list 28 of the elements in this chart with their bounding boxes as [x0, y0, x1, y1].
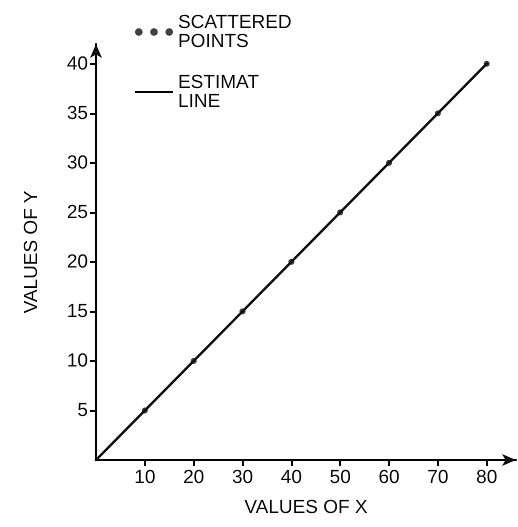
y-tick-label: 25 — [66, 202, 88, 223]
y-tick-label: 15 — [66, 300, 88, 322]
y-axis-title: VALUES OF Y — [21, 190, 42, 314]
legend-label: SCATTERED POINTS — [178, 12, 297, 52]
x-tick-label: 20 — [183, 467, 204, 488]
y-tick-label: 20 — [66, 251, 88, 272]
point — [142, 407, 148, 414]
y-tick-label: 5 — [77, 400, 88, 421]
x-tick-label: 40 — [280, 467, 302, 488]
x-tick-label: 70 — [427, 467, 448, 488]
x-axis-title: VALUES OF X — [244, 497, 368, 518]
point — [240, 308, 246, 314]
point — [386, 160, 392, 166]
y-tick-label: 30 — [66, 152, 88, 174]
x-tick-label: 60 — [378, 467, 400, 488]
point — [434, 110, 441, 116]
y-tick-label: 40 — [66, 53, 88, 74]
y-tick-label: 10 — [66, 350, 88, 372]
legend-label: ESTIMAT LINE — [178, 72, 264, 112]
point — [337, 209, 344, 216]
x-tick-label: 50 — [330, 467, 351, 488]
x-tick-label: 30 — [232, 467, 254, 488]
x-tick-label: 10 — [134, 467, 156, 488]
point — [484, 60, 490, 67]
x-tick-label: 80 — [476, 467, 498, 488]
point — [190, 358, 197, 364]
point — [288, 258, 294, 265]
y-tick-label: 35 — [66, 102, 88, 124]
